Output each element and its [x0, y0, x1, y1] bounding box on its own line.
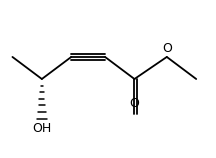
- Text: OH: OH: [32, 122, 51, 135]
- Text: O: O: [162, 43, 172, 55]
- Text: O: O: [130, 97, 139, 110]
